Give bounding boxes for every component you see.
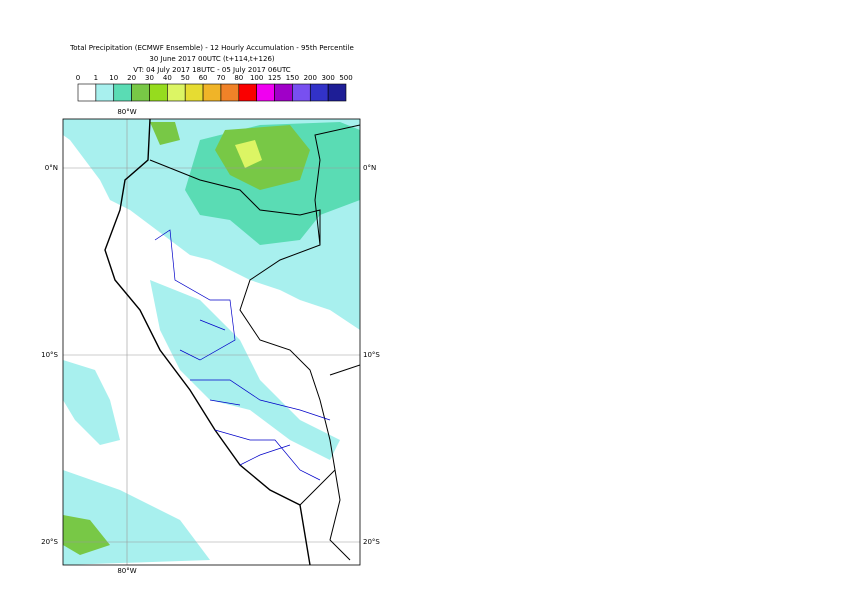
legend: 0 1 10 20 30 40 50 60 70 80 100 125 150 200 300 500: [76, 74, 353, 102]
lat-label: 0°N: [363, 164, 376, 172]
legend-box: [202, 83, 222, 102]
base-time: 30 June 2017 00UTC (t+114,t+126): [149, 55, 275, 63]
legend-box: [113, 83, 132, 102]
legend-label: 0: [76, 74, 80, 82]
legend-label: 500: [339, 74, 352, 82]
legend-box: [274, 83, 293, 102]
legend-label: 100: [250, 74, 263, 82]
legend-box: [184, 83, 204, 102]
legend-label: 10: [109, 74, 118, 82]
legend-box: [292, 83, 311, 102]
legend-label: 30: [145, 74, 154, 82]
valid-time: VT: 04 July 2017 18UTC - 05 July 2017 06…: [133, 66, 291, 74]
legend-label: 60: [199, 74, 208, 82]
legend-label: 70: [216, 74, 225, 82]
lon-label: 80°W: [117, 567, 136, 575]
legend-label: 20: [127, 74, 136, 82]
legend-box: [327, 83, 347, 102]
lat-label: 10°S: [41, 351, 58, 359]
lon-label: 80°W: [117, 108, 136, 116]
legend-label: 40: [163, 74, 172, 82]
legend-label: 125: [268, 74, 281, 82]
legend-label: 1: [94, 74, 98, 82]
legend-label: 300: [321, 74, 334, 82]
lat-label: 20°S: [363, 538, 380, 546]
title: Total Precipitation (ECMWF Ensemble) - 1…: [69, 44, 354, 52]
legend-box: [149, 83, 168, 102]
legend-box: [131, 83, 150, 102]
lat-label: 10°S: [363, 351, 380, 359]
lat-labels: 0°N 0°N 10°S 10°S 20°S 20°S: [41, 164, 380, 546]
legend-box: [95, 83, 115, 102]
legend-box: [238, 83, 257, 102]
legend-label: 150: [286, 74, 299, 82]
legend-label: 50: [181, 74, 190, 82]
legend-box: [77, 83, 97, 102]
legend-box: [167, 83, 186, 102]
legend-label: 200: [304, 74, 317, 82]
legend-label: 80: [234, 74, 243, 82]
legend-box: [309, 83, 329, 102]
lat-label: 0°N: [45, 164, 58, 172]
legend-box: [256, 83, 275, 102]
legend-box: [220, 83, 240, 102]
lat-label: 20°S: [41, 538, 58, 546]
map: 80°W 80°W 0°N 0°N 10°S 10°S 20°S 20°S: [41, 108, 380, 575]
